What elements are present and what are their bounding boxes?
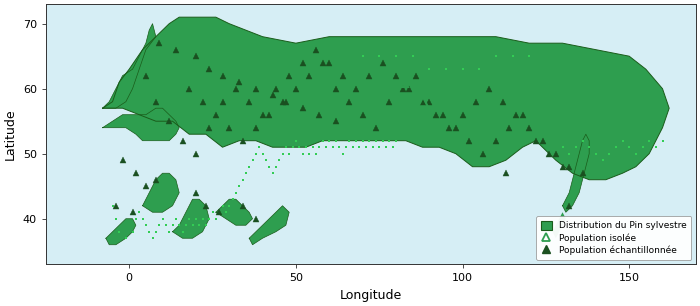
- Polygon shape: [102, 17, 669, 180]
- Polygon shape: [172, 199, 209, 238]
- Polygon shape: [102, 24, 156, 108]
- Y-axis label: Latitude: Latitude: [4, 108, 18, 160]
- Polygon shape: [563, 134, 589, 212]
- Polygon shape: [102, 108, 179, 141]
- Polygon shape: [552, 212, 566, 238]
- Polygon shape: [249, 206, 289, 245]
- Legend: Distribution du Pin sylvestre, Population isolée, Population échantillonnée: Distribution du Pin sylvestre, Populatio…: [536, 216, 692, 260]
- Polygon shape: [106, 219, 136, 245]
- Polygon shape: [143, 173, 179, 212]
- Polygon shape: [216, 199, 253, 225]
- X-axis label: Longitude: Longitude: [340, 289, 402, 302]
